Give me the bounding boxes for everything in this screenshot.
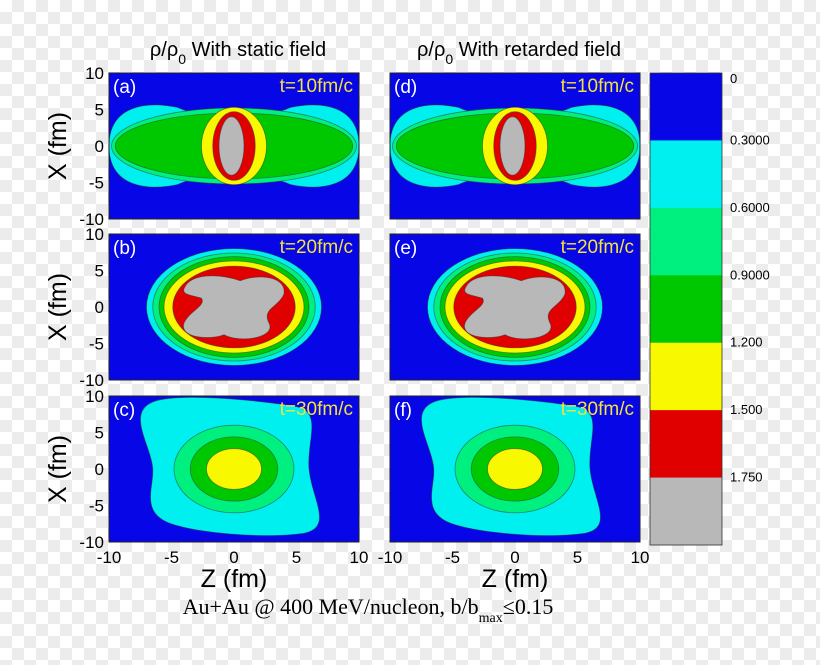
panel-label-e: (e) [394, 238, 417, 259]
colorbar-swatch [650, 477, 722, 546]
x-tick-label: 10 [350, 548, 369, 567]
y-tick-label: 10 [85, 225, 104, 244]
panel-frame-e [389, 233, 641, 381]
panel-b: (b) t=20fm/c [108, 233, 360, 381]
colorbar: 0 0.3000 0.6000 0.9000 1.200 1.500 1.750 [649, 71, 770, 546]
y-tick-label: -10 [79, 533, 104, 552]
y-tick-label: 5 [95, 101, 104, 120]
panel-contours-d [390, 104, 640, 188]
colorbar-level-label: 1.200 [730, 335, 763, 350]
panel-contours-a [109, 104, 359, 188]
column-title-subscript: 0 [445, 51, 453, 67]
contour-panels: (a) t=10fm/c (b) t=20fm/c (c) t=30fm/c (d) t=10… [108, 72, 641, 543]
panel-label-a: (a) [113, 77, 136, 98]
panel-e: (e) t=20fm/c [389, 233, 641, 381]
y-tick-label: -5 [89, 174, 104, 193]
panel-frame-b [108, 233, 360, 381]
colorbar-level-label: 1.750 [730, 470, 763, 485]
y-axis-label: X (fm) [44, 112, 72, 180]
panel-time-e: t=20fm/c [561, 237, 634, 258]
colorbar-level-label: 1.500 [730, 402, 763, 417]
x-tick-label: -5 [445, 548, 460, 567]
panel-time-b: t=20fm/c [280, 237, 353, 258]
y-tick-label: -5 [89, 335, 104, 354]
x-axis-label: Z (fm) [482, 565, 549, 593]
contour-level-6 [218, 116, 245, 176]
y-tick-label: 5 [95, 424, 104, 443]
y-tick-label: -5 [89, 497, 104, 516]
colorbar-level-label: 0 [730, 71, 737, 86]
column-title-text: With static field [186, 39, 326, 61]
y-tick-label: -10 [79, 371, 104, 390]
panel-frame-f [389, 395, 641, 543]
colorbar-swatch [650, 140, 722, 209]
x-axis-label: Z (fm) [201, 565, 268, 593]
axis-labels-and-ticks: 10 5 0 -5 -10 X (fm) 10 5 0 -5 -10 X (fm) 10 5 0 -5 -10 X… [44, 64, 649, 593]
panel-time-d: t=10fm/c [561, 76, 634, 97]
colorbar-level-label: 0.9000 [730, 267, 770, 282]
panel-contours-e [427, 248, 603, 366]
panel-time-a: t=10fm/c [280, 76, 353, 97]
figure-caption: Au+Au @ 400 MeV/nucleon, b/bmax≤0.15 [183, 594, 554, 626]
panel-frame-d [389, 72, 641, 220]
column-title-rho: ρ/ρ [150, 39, 178, 61]
colorbar-swatch [650, 275, 722, 344]
contour-level-4 [487, 448, 543, 490]
x-tick-label: 5 [292, 548, 301, 567]
y-tick-label: 10 [85, 64, 104, 83]
x-tick-label: -10 [378, 548, 403, 567]
colorbar-level-label: 0.6000 [730, 200, 770, 215]
panel-label-b: (b) [113, 238, 136, 259]
contour-level-6 [183, 275, 285, 340]
panel-label-c: (c) [113, 400, 135, 421]
x-tick-label: 5 [573, 548, 582, 567]
y-tick-label: 5 [95, 262, 104, 281]
panel-time-f: t=30fm/c [561, 399, 634, 420]
x-tick-label: -5 [164, 548, 179, 567]
panel-contours-c [140, 396, 320, 536]
colorbar-frame [649, 72, 723, 546]
panel-f: (f) t=30fm/c [389, 395, 641, 543]
y-tick-label: 10 [85, 387, 104, 406]
panel-label-d: (d) [394, 77, 417, 98]
contour-level-6 [464, 275, 566, 340]
colorbar-swatch [650, 73, 722, 141]
panel-a: (a) t=10fm/c [108, 72, 360, 220]
panel-frame-a [108, 72, 360, 220]
colorbar-swatch [650, 410, 722, 479]
y-axis-label: X (fm) [44, 273, 72, 341]
column-title-text: With retarded field [453, 39, 621, 61]
colorbar-swatch [650, 207, 722, 276]
column-title-1: ρ/ρ0 With retarded field [417, 39, 621, 67]
column-title-rho: ρ/ρ [417, 39, 445, 61]
panel-c: (c) t=30fm/c [108, 395, 360, 543]
panel-contours-b [146, 248, 322, 366]
panel-label-f: (f) [394, 400, 412, 421]
y-tick-label: -10 [79, 210, 104, 229]
panel-time-c: t=30fm/c [280, 399, 353, 420]
contour-level-4 [206, 448, 262, 490]
column-title-subscript: 0 [178, 51, 186, 67]
column-titles: ρ/ρ0 With static field ρ/ρ0 With retarded… [150, 39, 621, 67]
panel-contours-f [421, 396, 601, 536]
x-tick-label: 0 [229, 548, 238, 567]
x-tick-label: 10 [631, 548, 650, 567]
panel-d: (d) t=10fm/c [389, 72, 641, 220]
colorbar-level-label: 0.3000 [730, 132, 770, 147]
colorbar-swatch [650, 342, 722, 411]
y-tick-label: 0 [95, 460, 104, 479]
x-tick-label: -10 [97, 548, 122, 567]
column-title-0: ρ/ρ0 With static field [150, 39, 326, 67]
y-tick-label: 0 [95, 298, 104, 317]
contour-level-6 [499, 116, 526, 176]
panel-frame-c [108, 395, 360, 543]
x-tick-label: 0 [510, 548, 519, 567]
y-tick-label: 0 [95, 137, 104, 156]
y-axis-label: X (fm) [44, 435, 72, 503]
